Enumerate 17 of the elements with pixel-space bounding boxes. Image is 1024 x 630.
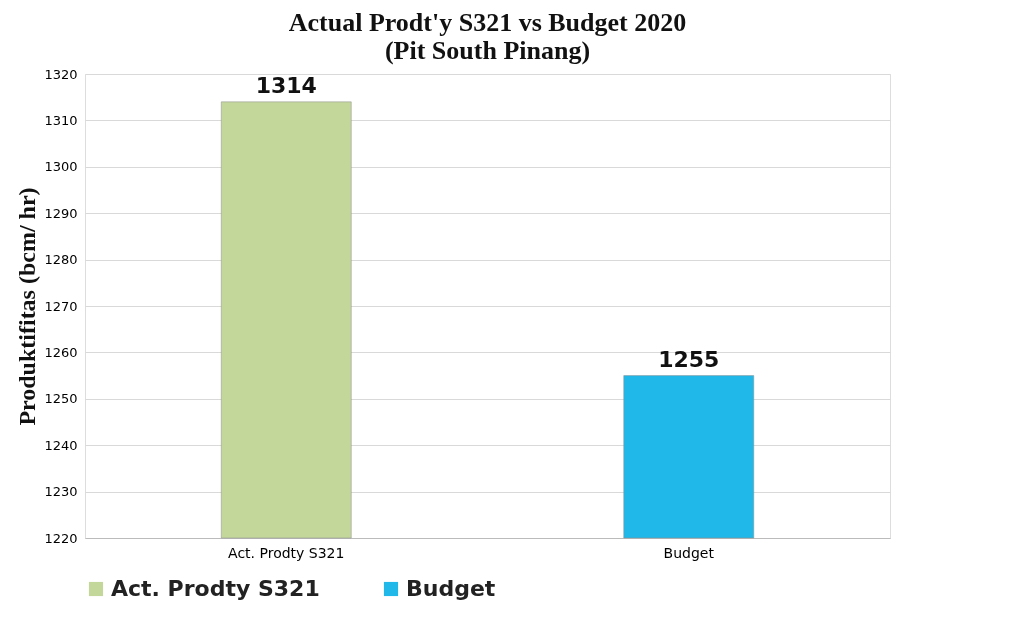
y-tick-label: 1250: [44, 391, 78, 407]
y-tick-label: 1280: [44, 252, 78, 268]
y-axis-title: Produktifitas (bcm/ hr): [14, 187, 41, 426]
y-tick-label: 1310: [44, 112, 78, 128]
y-tick-label: 1240: [44, 437, 78, 453]
legend-label: Budget: [406, 576, 496, 601]
y-tick-label: 1220: [44, 530, 78, 546]
data-label: 1255: [658, 346, 720, 372]
chart-title: Actual Prodt'y S321 vs Budget 2020 (Pit South Pinang): [288, 8, 687, 65]
y-tick-label: 1270: [44, 298, 78, 314]
data-label: 1314: [255, 72, 317, 98]
y-tick-label: 1320: [44, 66, 78, 82]
y-tick-label: 1300: [44, 159, 78, 175]
y-tick-label: 1230: [44, 484, 78, 500]
legend-label: Act. Prodty S321: [111, 576, 320, 601]
y-tick-label: 1290: [44, 205, 78, 221]
y-tick-label: 1260: [44, 344, 78, 360]
